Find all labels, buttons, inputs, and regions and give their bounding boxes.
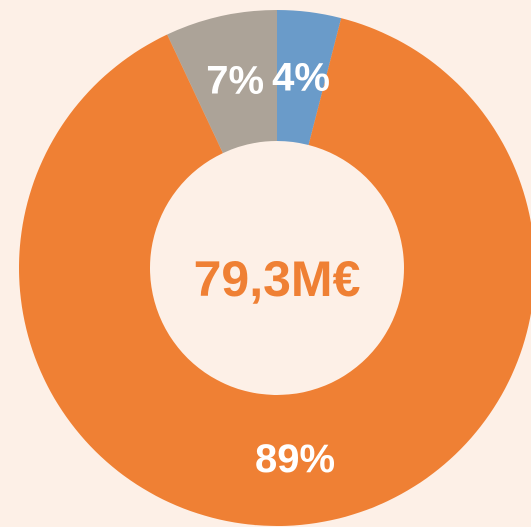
slice-label: 4% [272, 56, 330, 100]
slice-label: 7% [206, 59, 264, 103]
slice [277, 10, 342, 145]
slice [19, 18, 531, 526]
slice-label: 89% [255, 437, 335, 481]
slices [19, 10, 531, 526]
slice [167, 10, 277, 154]
center-label: 79,3M€ [194, 251, 361, 307]
